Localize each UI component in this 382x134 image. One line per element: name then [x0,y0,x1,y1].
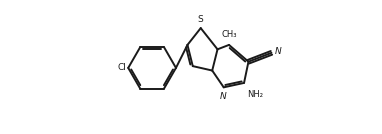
Text: Cl: Cl [117,63,126,72]
Text: N: N [275,47,282,56]
Text: S: S [198,15,204,24]
Text: N: N [219,92,226,101]
Text: CH₃: CH₃ [221,30,237,39]
Text: NH₂: NH₂ [247,90,263,99]
